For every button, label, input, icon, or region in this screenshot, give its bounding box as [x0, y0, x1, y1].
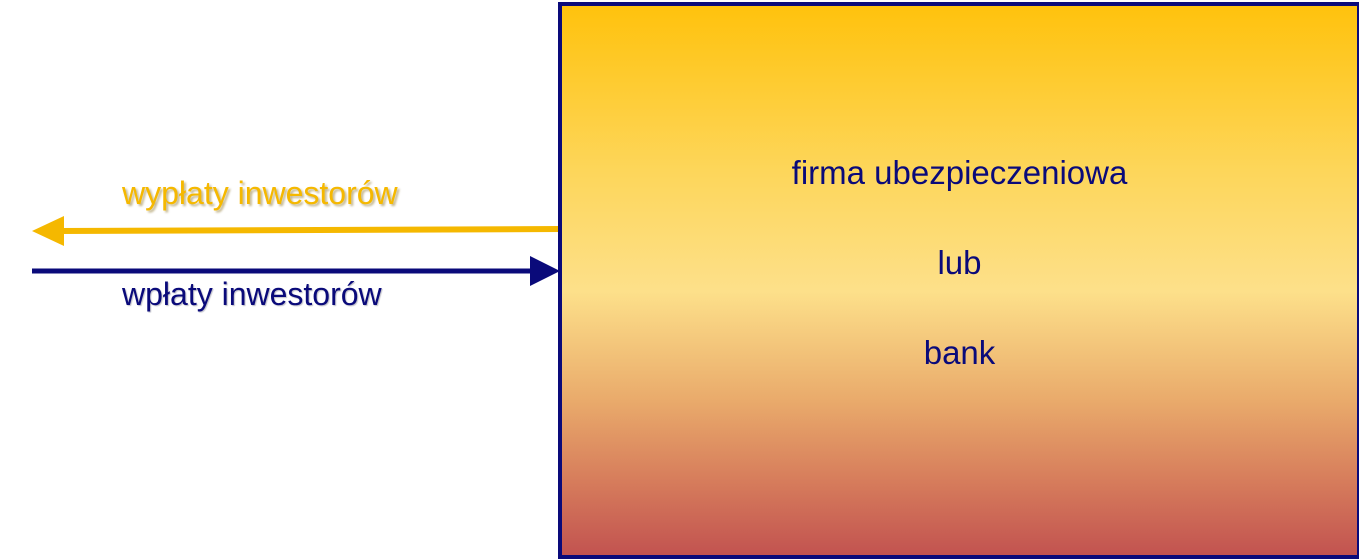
institution-line-insurer: firma ubezpieczeniowa	[791, 154, 1128, 191]
outflow-arrow-shaft	[57, 226, 563, 234]
inflow-arrow-head	[530, 256, 560, 286]
outflow-arrow-head	[32, 216, 64, 246]
institution-line-or: lub	[937, 244, 982, 281]
inflow-label: wpłaty inwestorów	[122, 276, 382, 312]
outflow-label: wypłaty inwestorów	[122, 175, 398, 211]
inflow-arrow	[32, 256, 560, 286]
institution-line-bank: bank	[923, 334, 996, 371]
outflow-arrow	[32, 216, 563, 246]
institution-box: firma ubezpieczeniowa lub bank	[558, 2, 1359, 559]
